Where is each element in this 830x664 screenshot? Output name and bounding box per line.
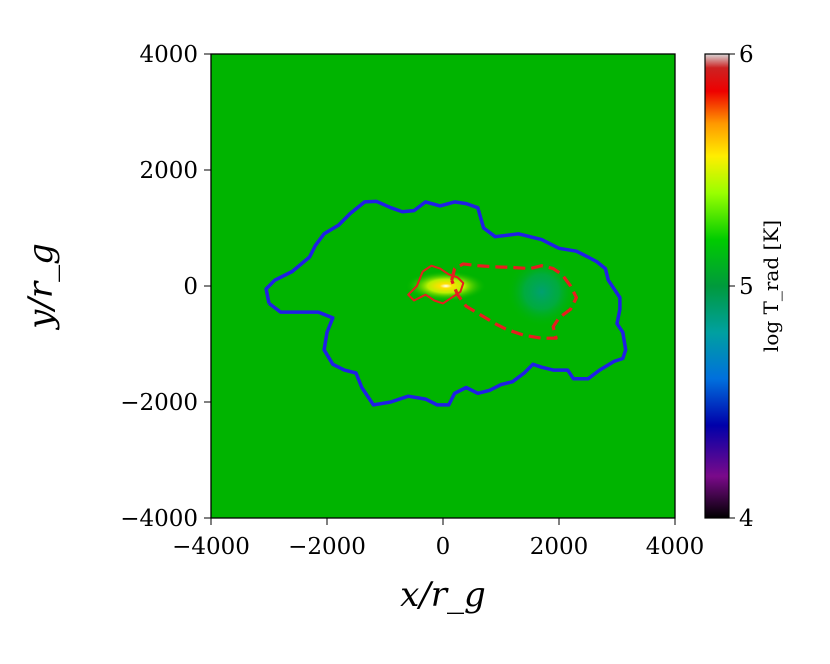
y-tick-label: 2000 xyxy=(139,158,198,184)
x-tick-label: 2000 xyxy=(530,534,589,560)
blue-contour xyxy=(264,199,628,407)
colorbar-tick-label: 4 xyxy=(739,506,754,532)
warm-blob xyxy=(506,257,577,327)
x-tick-label: 0 xyxy=(436,534,451,560)
y-tick-label: 0 xyxy=(183,274,198,300)
colorbar-label: log T_rad [K] xyxy=(759,220,783,352)
y-axis-label: y/r_g xyxy=(21,243,61,331)
x-axis-label: x/r_g xyxy=(400,575,486,615)
x-tick-label: −2000 xyxy=(288,534,366,560)
y-tick-label: −4000 xyxy=(120,506,198,532)
plot-area xyxy=(211,54,675,518)
x-tick-label: 4000 xyxy=(646,534,705,560)
y-axis: 4000 2000 0 −2000 −4000 xyxy=(120,42,211,532)
y-tick-label: −2000 xyxy=(120,390,198,416)
x-axis: −4000 −2000 0 2000 4000 xyxy=(172,518,704,560)
y-tick-label: 4000 xyxy=(139,42,198,68)
x-tick-label: −4000 xyxy=(172,534,250,560)
colorbar-gradient xyxy=(704,53,730,519)
hot-core xyxy=(405,270,487,302)
colorbar-tick-label: 5 xyxy=(739,274,754,300)
red-inner-contour xyxy=(407,264,465,305)
colorbar: 6 5 4 log T_rad [K] xyxy=(704,42,783,532)
colorbar-tick-label: 6 xyxy=(739,42,754,68)
